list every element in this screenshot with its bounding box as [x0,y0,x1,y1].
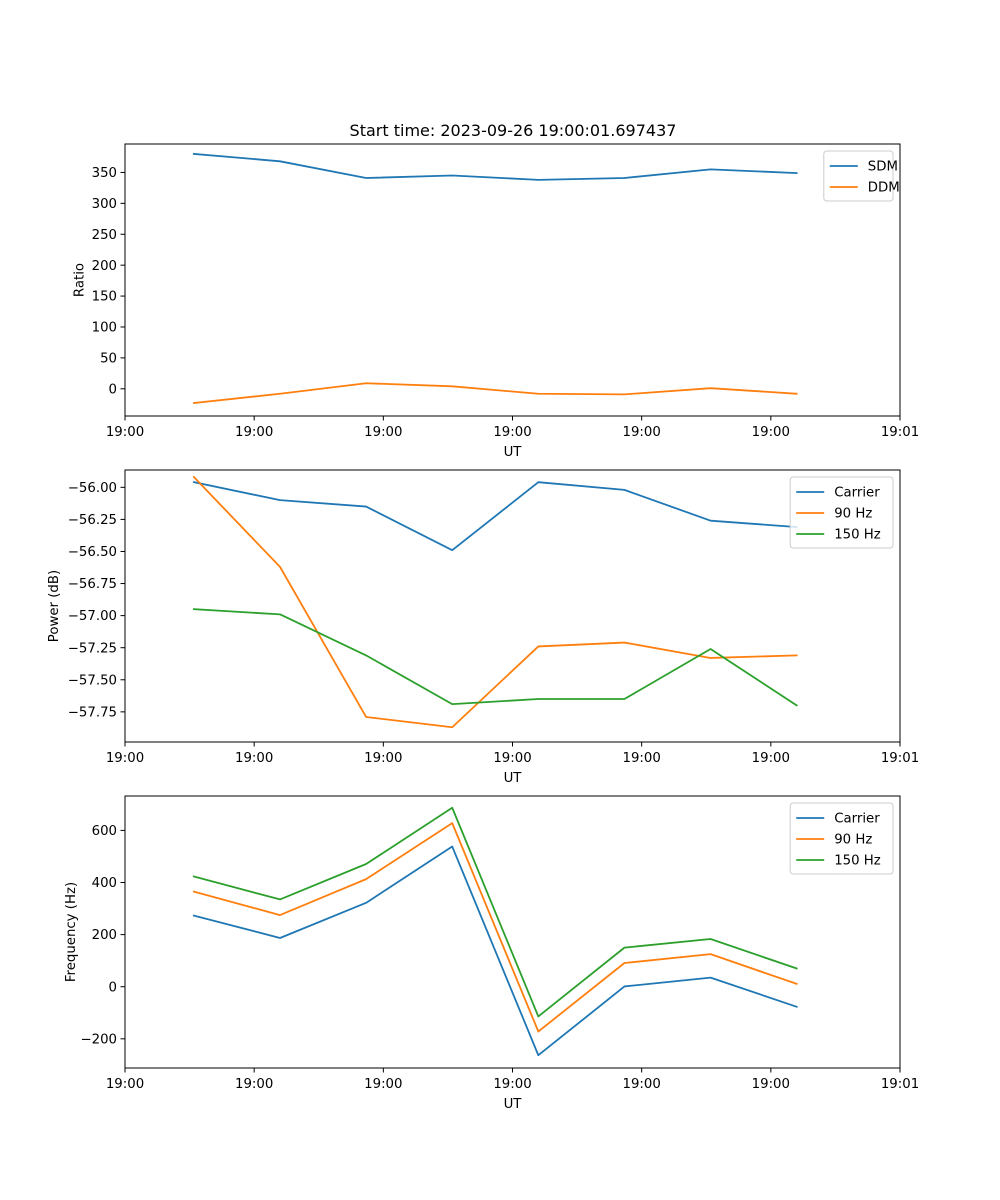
ratio-y-tick-label: 200 [92,259,117,274]
ratio-x-tick-label: 19:01 [881,425,919,440]
ratio-x-tick-label: 19:00 [493,425,531,440]
frequency-series-line-150-hz [192,806,798,1018]
ratio-legend-box [823,150,894,202]
power-legend-box [789,476,894,549]
power-x-tick-label: 19:01 [881,751,919,766]
frequency-legend: Carrier 90 Hz 150 Hz [789,802,894,875]
frequency-legend-box [789,802,894,875]
ratio-subplot: 19:00 19:00 19:00 19:00 19:00 19:00 19:01 0 50 10… [73,143,919,460]
power-y-tick-label: −57.25 [68,641,117,656]
ratio-y-tick-label: 300 [92,197,117,212]
power-y-axis-label: Power (dB) [47,570,62,642]
power-x-tick-label: 19:00 [752,751,790,766]
power-y-tick-label: −57.75 [68,705,117,720]
frequency-y-tick-label: 0 [109,980,117,995]
ratio-legend: SDM DDM [823,150,900,202]
frequency-x-tick-label: 19:00 [623,1077,661,1092]
power-y-tick-label: −57.50 [68,673,117,688]
power-x-axis-label: UT [504,771,523,786]
frequency-series-line-carrier [192,845,798,1057]
ratio-legend-label: SDM [868,160,898,175]
power-x-tick-label: 19:00 [493,751,531,766]
power-series-line-90-hz [192,475,798,729]
frequency-x-tick-label: 19:00 [235,1077,273,1092]
frequency-x-tick-label: 19:00 [493,1077,531,1092]
power-legend-label: Carrier [834,486,880,501]
frequency-series-line-90-hz [192,822,798,1033]
power-legend-label: 90 Hz [834,507,872,522]
power-y-tick-label: −56.00 [68,481,117,496]
power-legend: Carrier 90 Hz 150 Hz [789,476,894,549]
power-legend-label: 150 Hz [834,528,881,543]
power-series-line-carrier [192,481,798,552]
frequency-x-tick-label: 19:00 [752,1077,790,1092]
frequency-x-axis-label: UT [504,1097,523,1112]
ratio-x-tick-label: 19:00 [752,425,790,440]
frequency-legend-label: Carrier [834,812,880,827]
ratio-series-line-ddm [192,382,798,405]
ratio-x-tick-label: 19:00 [364,425,402,440]
ratio-series-line-sdm [192,152,798,181]
figure-title: Start time: 2023-09-26 19:00:01.697437 [350,121,677,140]
frequency-y-axis-label: Frequency (Hz) [64,882,79,982]
ratio-y-tick-label: 100 [92,321,117,336]
subplots: 19:00 19:00 19:00 19:00 19:00 19:00 19:01 0 50 10… [47,143,919,1112]
frequency-y-tick-label: 200 [92,928,117,943]
ratio-y-tick-label: 350 [92,166,117,181]
power-y-tick-label: −56.25 [68,513,117,528]
frequency-y-tick-label: 600 [92,824,117,839]
power-subplot: 19:00 19:00 19:00 19:00 19:00 19:00 19:01 −57.7… [47,469,919,786]
ratio-legend-label: DDM [868,181,900,196]
power-series-line-150-hz [192,608,798,707]
frequency-x-tick-label: 19:00 [364,1077,402,1092]
ratio-x-axis-label: UT [504,445,523,460]
frequency-legend-label: 90 Hz [834,833,872,848]
power-y-tick-label: −56.50 [68,545,117,560]
ratio-y-tick-label: 150 [92,290,117,305]
power-x-tick-label: 19:00 [364,751,402,766]
frequency-x-tick-label: 19:00 [106,1077,144,1092]
ratio-x-tick-label: 19:00 [235,425,273,440]
ratio-y-axis-label: Ratio [73,263,88,297]
frequency-legend-label: 150 Hz [834,854,881,869]
ratio-y-tick-label: 250 [92,228,117,243]
frequency-y-tick-label: 400 [92,876,117,891]
power-x-tick-label: 19:00 [106,751,144,766]
power-y-tick-label: −56.75 [68,577,117,592]
power-x-tick-label: 19:00 [623,751,661,766]
ratio-y-tick-label: 0 [109,382,117,397]
frequency-subplot: 19:00 19:00 19:00 19:00 19:00 19:00 19:01 −200 0… [64,795,919,1112]
power-y-tick-label: −57.00 [68,609,117,624]
ratio-x-tick-label: 19:00 [106,425,144,440]
ratio-y-tick-label: 50 [100,351,117,366]
frequency-y-tick-label: −200 [80,1032,117,1047]
frequency-x-tick-label: 19:01 [881,1077,919,1092]
ratio-x-tick-label: 19:00 [623,425,661,440]
power-x-tick-label: 19:00 [235,751,273,766]
